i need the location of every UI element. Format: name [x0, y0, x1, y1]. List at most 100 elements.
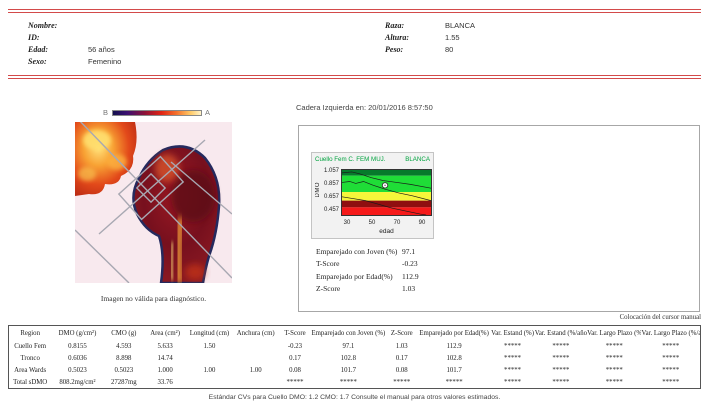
table-row-total: Total sDMO 808.2mg/cm² 27287mg 33.76 ***… — [9, 376, 700, 388]
table-header-row: Region DMO (g/cm²) CMO (g) Area (cm²) Lo… — [9, 326, 700, 340]
cursor-placement-note: Colocación del cursor manual — [619, 314, 701, 321]
cell: 0.17 — [289, 354, 301, 362]
patient-sexo-label: Sexo: — [28, 57, 47, 66]
patient-peso-label: Peso: — [385, 45, 404, 54]
cell: 0.08 — [395, 366, 408, 374]
cell: ***** — [662, 378, 680, 386]
patient-field-sexo: Sexo: Femenino — [28, 54, 121, 66]
cell: ***** — [605, 378, 623, 386]
cell: ***** — [552, 366, 570, 374]
patient-altura-label: Altura: — [385, 33, 410, 42]
chart-plot-area — [341, 169, 432, 216]
cell: ***** — [339, 378, 357, 386]
score-row-edad: Emparejado por Edad(%) 112.9 — [316, 269, 516, 281]
col-header-var-largo-ano: Var. Largo Plazo (%/año) — [641, 329, 700, 337]
exam-title: Cadera Izquierda en: 20/01/2016 8:57:50 — [296, 103, 433, 112]
cell: 808.2mg/cm² — [59, 378, 96, 386]
patient-nombre-label: Nombre: — [28, 21, 58, 30]
patient-raza-label: Raza: — [385, 21, 405, 30]
patient-raza-value: BLANCA — [445, 21, 476, 30]
table-row-area-wards: Area Wards 0.5023 0.5023 1.000 1.00 1.00… — [9, 364, 700, 376]
header-rule-bottom — [8, 75, 701, 79]
cell: Tronco — [20, 354, 40, 362]
cell: 1.000 — [157, 366, 173, 374]
cell — [186, 376, 232, 388]
score-zscore-value: 1.03 — [402, 283, 416, 293]
patient-field-raza: Raza: BLANCA — [385, 18, 475, 30]
cell: 33.76 — [157, 378, 173, 386]
cell: ***** — [504, 366, 522, 374]
cell: 8.898 — [116, 354, 132, 362]
col-header-zscore: Z-Score — [390, 329, 413, 337]
col-header-emp-edad: Emparejado por Edad(%) — [419, 329, 489, 337]
cell: ***** — [445, 378, 463, 386]
col-header-var-largo: Var. Largo Plazo (%) — [587, 329, 642, 337]
y-axis-label: DMO — [315, 182, 321, 198]
cell: 4.593 — [116, 342, 132, 350]
cell — [233, 340, 279, 352]
cell: ***** — [504, 378, 522, 386]
patient-field-nombre: Nombre: — [28, 18, 84, 30]
patient-peso-value: 80 — [445, 45, 454, 54]
roi-lines — [74, 115, 233, 284]
cell: 0.17 — [395, 354, 408, 362]
results-table-box: Region DMO (g/cm²) CMO (g) Area (cm²) Lo… — [8, 325, 701, 389]
cell: Area Wards — [14, 366, 47, 374]
cell: ***** — [605, 354, 623, 362]
cell: ***** — [393, 378, 411, 386]
patient-sexo-value: Femenino — [88, 57, 122, 66]
results-table: Region DMO (g/cm²) CMO (g) Area (cm²) Lo… — [9, 326, 700, 388]
col-header-tscore: T-Score — [284, 329, 306, 337]
col-header-var-estand-ano: Var. Estand (%/año) — [534, 329, 588, 337]
x-axis-label: edad — [379, 228, 394, 235]
y-tick-3: 0.657 — [323, 194, 339, 200]
cell: ***** — [552, 342, 570, 350]
chart-title: Cuello Fem C. FEM MUJ. — [315, 156, 386, 163]
col-header-cmo: CMO (g) — [111, 329, 137, 337]
score-row-zscore: Z-Score 1.03 — [316, 281, 516, 293]
cell: ***** — [662, 354, 680, 362]
score-row-joven: Emparejado con Joven (%) 97.1 — [316, 244, 516, 256]
col-header-longitud: Longitud (cm) — [189, 329, 230, 337]
score-edad-label: Emparejado por Edad(%) — [316, 271, 393, 281]
cell: ***** — [552, 378, 570, 386]
cell: ***** — [504, 354, 522, 362]
hip-scan-image — [74, 115, 233, 285]
cell: 27287mg — [110, 378, 137, 386]
cell: 1.00 — [203, 366, 216, 374]
chart-title-race: BLANCA — [405, 156, 430, 163]
cell: 14.74 — [157, 354, 173, 362]
patient-altura-value: 1.55 — [445, 33, 460, 42]
cell: 0.5023 — [114, 366, 134, 374]
x-tick-2: 50 — [368, 220, 376, 226]
cell: Total sDMO — [13, 378, 48, 386]
scan-colorbar — [112, 110, 202, 116]
cell: Cuello Fem — [14, 342, 47, 350]
patient-edad-value: 56 años — [88, 45, 115, 54]
score-joven-value: 97.1 — [402, 247, 416, 256]
cell: 1.00 — [249, 366, 262, 374]
cell — [186, 352, 232, 364]
patient-id-label: ID: — [28, 33, 40, 42]
cell: 101.7 — [340, 366, 357, 374]
cell: ***** — [504, 342, 522, 350]
col-header-area: Area (cm²) — [150, 329, 180, 337]
score-edad-value: 112.9 — [402, 271, 419, 281]
y-tick-2: 0.857 — [323, 181, 339, 187]
score-tscore-label: T-Score — [316, 259, 340, 269]
table-row-cuello-fem: Cuello Fem 0.8155 4.593 5.633 1.50 -0.23… — [9, 340, 700, 352]
cell — [233, 352, 279, 364]
cell: 0.6036 — [68, 354, 87, 362]
cell: 5.633 — [157, 342, 173, 350]
cell: 0.08 — [289, 366, 301, 374]
cell: 112.9 — [446, 342, 462, 350]
table-row-tronco: Tronco 0.6036 8.898 14.74 0.17 102.8 0.1… — [9, 352, 700, 364]
x-tick-3: 70 — [393, 220, 401, 226]
scan-caption: Imagen no válida para diagnóstico. — [100, 294, 207, 303]
x-tick-1: 30 — [343, 220, 351, 226]
cell: -0.23 — [287, 342, 303, 350]
cell: 102.8 — [446, 354, 462, 362]
score-list: Emparejado con Joven (%) 97.1 T-Score -0… — [316, 244, 516, 293]
results-panel: Cuello Fem C. FEM MUJ. BLANCA 1.057 0.85… — [298, 125, 700, 312]
reference-chart: Cuello Fem C. FEM MUJ. BLANCA 1.057 0.85… — [311, 152, 434, 239]
